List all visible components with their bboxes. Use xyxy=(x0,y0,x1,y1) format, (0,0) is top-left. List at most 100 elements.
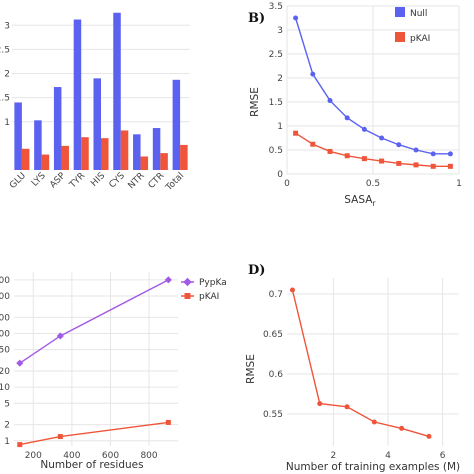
panel-a-ytick: 2 xyxy=(4,70,10,80)
panel-b-label: B) xyxy=(248,11,265,26)
pc-ytick: 2 xyxy=(4,421,10,431)
pb-point-null xyxy=(293,15,299,21)
panel-d-line-chart: D) 0.55 0.6 0.65 0.7 2 4 6 RMSE Number of tra… xyxy=(245,263,460,473)
pd-ytick: 0.6 xyxy=(269,370,284,380)
pc-ytick: 1000 xyxy=(0,276,10,286)
pb-xtick: 1 xyxy=(456,179,462,189)
pc-point-pkai xyxy=(17,442,23,448)
panel-a-xtick: GLU xyxy=(8,171,28,191)
pb-point-null xyxy=(310,71,316,77)
pc-ytick: 1 xyxy=(4,437,10,447)
pc-ytick: 10 xyxy=(0,383,10,393)
pd-xtick: 2 xyxy=(331,451,337,461)
legend-label-null: Null xyxy=(410,9,427,19)
bar-null-his xyxy=(93,78,101,170)
bar-null-glu xyxy=(14,102,22,170)
bar-null-tyr xyxy=(73,19,82,170)
panel-a-bar-chart: 11.522.53 GLULYSASPTYRHISCYSNTRCTRTotal … xyxy=(0,7,430,194)
pc-point-pkai xyxy=(165,419,171,425)
legend-marker-pypka xyxy=(183,277,192,287)
pb-point-pkai xyxy=(344,153,350,159)
pd-point-series xyxy=(289,287,295,293)
pb-point-pkai xyxy=(447,163,453,169)
pd-ytick: 0.65 xyxy=(263,330,283,340)
pb-point-pkai xyxy=(379,158,385,164)
pc-xtick: 200 xyxy=(25,451,42,461)
bar-null-lys xyxy=(34,120,42,170)
panel-a-xtick: TYR xyxy=(67,171,87,191)
pd-xtick: 6 xyxy=(440,451,446,461)
pb-point-pkai xyxy=(310,141,316,147)
bar-pkai-cys xyxy=(120,130,129,170)
pc-point-pypka xyxy=(56,332,64,340)
pc-xtick: 600 xyxy=(102,451,119,461)
pb-point-pkai xyxy=(361,156,367,162)
pb-point-pkai xyxy=(413,162,419,168)
pd-point-series xyxy=(371,419,377,425)
pb-ytick: 0.5 xyxy=(269,146,283,156)
pb-point-null xyxy=(430,151,436,157)
bar-pkai-total xyxy=(180,144,188,170)
pd-ytick: 0.7 xyxy=(269,290,283,300)
pb-ytick: 1 xyxy=(277,122,283,132)
bar-pkai-glu xyxy=(21,148,30,170)
panel-b-line-chart: B) 0 0.5 1 1.5 2 2.5 3 3.5 0 0.5 1 RMSE SASAr xyxy=(248,2,462,208)
panel-b-ylabel: RMSE xyxy=(249,87,261,117)
legend-label-pkai-c: pKAI xyxy=(199,292,219,302)
pc-ytick: 100 xyxy=(0,329,10,339)
panel-d-ylabel: RMSE xyxy=(245,354,257,384)
pb-ytick: 2.5 xyxy=(269,50,283,60)
pb-point-null xyxy=(379,135,385,141)
panel-a-xtick: HIS xyxy=(89,171,107,189)
panel-a-legend: Null pKAI xyxy=(395,7,430,44)
pb-point-pkai xyxy=(293,130,299,136)
bar-null-asp xyxy=(53,87,62,170)
panel-a-xtick: Total xyxy=(164,171,187,194)
pb-ytick: 3 xyxy=(277,26,283,36)
pb-point-pkai xyxy=(430,163,436,169)
pd-line-series xyxy=(291,289,430,438)
panel-c-legend: PypKa pKAI xyxy=(181,277,227,302)
pb-ytick: 3.5 xyxy=(269,2,283,12)
pb-line-pkai xyxy=(295,132,451,168)
pc-ytick: 20 xyxy=(0,367,10,377)
pb-xtick: 0 xyxy=(284,179,290,189)
panel-a-xtick: CTR xyxy=(147,171,167,191)
pb-point-null xyxy=(344,115,350,121)
pd-point-series xyxy=(344,404,350,410)
bar-pkai-lys xyxy=(41,154,50,170)
legend-label-pkai: pKAI xyxy=(410,34,430,44)
pc-point-pypka xyxy=(164,276,172,284)
panel-b-xlabel: SASAr xyxy=(344,194,376,208)
pc-ytick: 500 xyxy=(0,292,10,302)
panel-c-line-chart: 1 2 5 10 20 50 100 200 500 1000 200 400 600 800 Numb… xyxy=(0,272,227,471)
panel-a-xtick: NTR xyxy=(127,171,147,191)
bar-null-ntr xyxy=(133,134,141,170)
bar-pkai-his xyxy=(101,138,109,170)
pb-point-null xyxy=(361,126,367,132)
pb-point-null xyxy=(327,98,333,104)
panel-a-ytick: 3 xyxy=(4,21,10,31)
pb-point-null xyxy=(413,147,419,153)
bar-null-total xyxy=(172,79,181,170)
bar-pkai-ctr xyxy=(160,153,168,170)
panel-a-xtick: LYS xyxy=(30,171,48,189)
legend-swatch-null xyxy=(395,7,405,17)
pb-point-null xyxy=(447,151,453,157)
pb-line-null xyxy=(294,17,451,155)
pb-point-null xyxy=(396,142,402,148)
bar-null-cys xyxy=(113,12,121,170)
panel-a-ytick: 1 xyxy=(4,118,10,128)
pc-point-pkai xyxy=(57,434,63,440)
pb-point-pkai xyxy=(327,148,333,154)
bar-null-ctr xyxy=(152,128,161,170)
pc-xtick: 800 xyxy=(140,451,157,461)
pc-ytick: 50 xyxy=(0,346,10,356)
pc-point-pypka xyxy=(16,359,24,367)
bar-pkai-asp xyxy=(61,145,69,170)
pb-xtick: 0.5 xyxy=(366,179,380,189)
legend-marker-pkai xyxy=(184,293,191,299)
panel-a-ytick: 1.5 xyxy=(0,94,10,104)
pb-ytick: 1.5 xyxy=(269,98,283,108)
